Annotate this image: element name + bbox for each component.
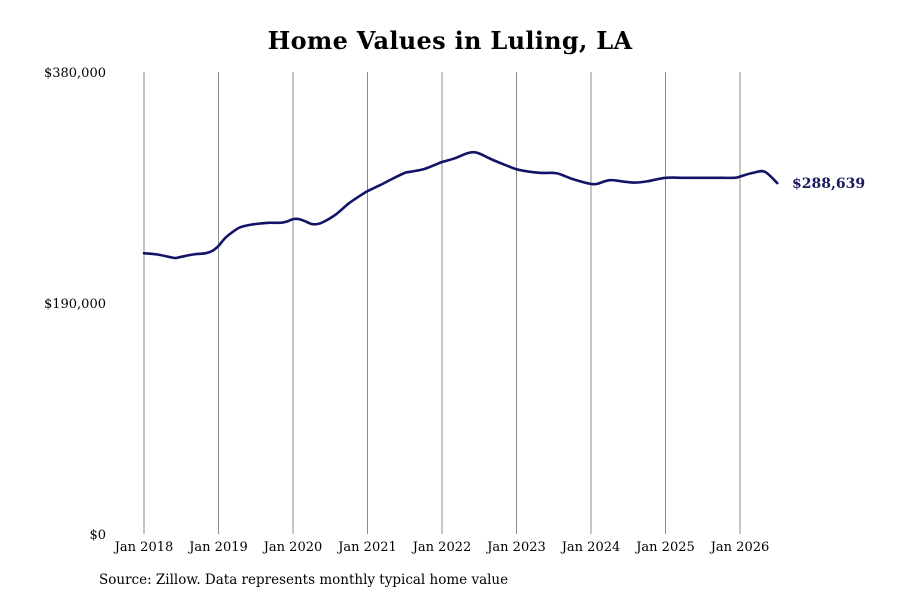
x-tick-label: Jan 2021 <box>336 540 397 555</box>
y-tick-label: $380,000 <box>44 66 106 81</box>
x-tick-label: Jan 2022 <box>411 540 472 555</box>
x-tick-label: Jan 2025 <box>634 540 695 555</box>
x-tick-label: Jan 2026 <box>709 540 770 555</box>
y-tick-label: $0 <box>89 528 106 543</box>
vertical-gridlines <box>143 72 741 534</box>
x-tick-label: Jan 2023 <box>485 540 546 555</box>
x-tick-label: Jan 2019 <box>187 540 248 555</box>
x-tick-label: Jan 2018 <box>113 540 174 555</box>
source-note: Source: Zillow. Data represents monthly … <box>99 572 509 588</box>
x-tick-label: Jan 2020 <box>262 540 323 555</box>
axis-labels: Jan 2018 Jan 2019 Jan 2020 Jan 2021 Jan 2022… <box>44 66 769 555</box>
y-tick-label: $190,000 <box>44 297 106 312</box>
end-value-label: $288,639 <box>792 176 865 192</box>
home-value-line <box>142 150 779 260</box>
chart-title: Home Values in Luling, LA <box>267 26 633 55</box>
x-tick-label: Jan 2024 <box>560 540 621 555</box>
